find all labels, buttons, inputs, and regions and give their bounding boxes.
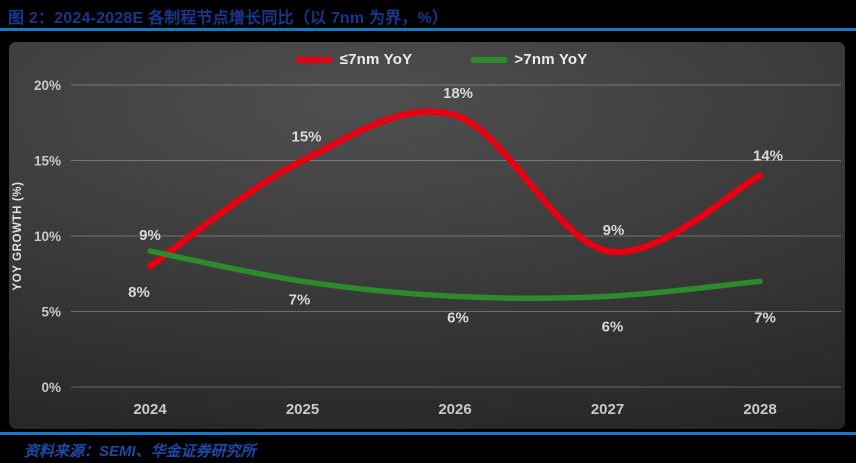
red-line-swatch-icon bbox=[295, 56, 333, 63]
legend-item-gt7nm: >7nm YoY bbox=[470, 51, 587, 68]
x-axis-label: 2027 bbox=[591, 401, 624, 418]
data-point-label: 9% bbox=[603, 222, 625, 239]
legend-item-le7nm: ≤7nm YoY bbox=[295, 51, 413, 68]
series-line-le7nm bbox=[146, 108, 764, 270]
series-line-gt7nm bbox=[147, 248, 763, 302]
source-attribution: 资料来源：SEMI、华金证券研究所 bbox=[24, 443, 256, 460]
y-axis-tick-label: 20% bbox=[34, 78, 61, 93]
x-axis-label: 2025 bbox=[286, 401, 319, 418]
data-point-label: 7% bbox=[289, 291, 311, 308]
y-axis-tick-label: 5% bbox=[41, 305, 61, 320]
data-point-label: 6% bbox=[447, 309, 469, 326]
line-chart-plot: 0% 5% 10% 15% 20% 2024 2025 2026 2027 2028 8% 15% 18… bbox=[34, 78, 841, 418]
data-point-label: 7% bbox=[754, 309, 776, 326]
y-axis-tick-label: 0% bbox=[41, 380, 61, 395]
footer-divider-line bbox=[0, 432, 856, 435]
x-axis-label: 2028 bbox=[743, 401, 776, 418]
y-axis-tick-label: 15% bbox=[34, 154, 61, 169]
y-axis-tick-label: 10% bbox=[34, 229, 61, 244]
data-point-label: 9% bbox=[139, 227, 161, 244]
chart-area: ≤7nm YoY >7nm YoY YOY GROWTH (%) 0% 5% 10%… bbox=[9, 42, 845, 429]
green-line-swatch-icon bbox=[470, 56, 508, 63]
x-axis-label: 2026 bbox=[438, 401, 471, 418]
title-divider-line bbox=[0, 28, 856, 31]
figure-title: 图 2：2024-2028E 各制程节点增长同比（以 7nm 为界，%） bbox=[8, 10, 449, 27]
data-point-label: 15% bbox=[291, 129, 321, 146]
legend-label: ≤7nm YoY bbox=[339, 51, 413, 68]
chart-legend: ≤7nm YoY >7nm YoY bbox=[295, 51, 588, 68]
legend-label: >7nm YoY bbox=[514, 51, 588, 68]
data-point-label: 8% bbox=[128, 284, 150, 301]
data-point-label: 6% bbox=[602, 318, 624, 335]
data-point-label: 14% bbox=[753, 148, 783, 165]
data-point-label: 18% bbox=[443, 85, 473, 102]
x-axis-label: 2024 bbox=[133, 401, 167, 418]
